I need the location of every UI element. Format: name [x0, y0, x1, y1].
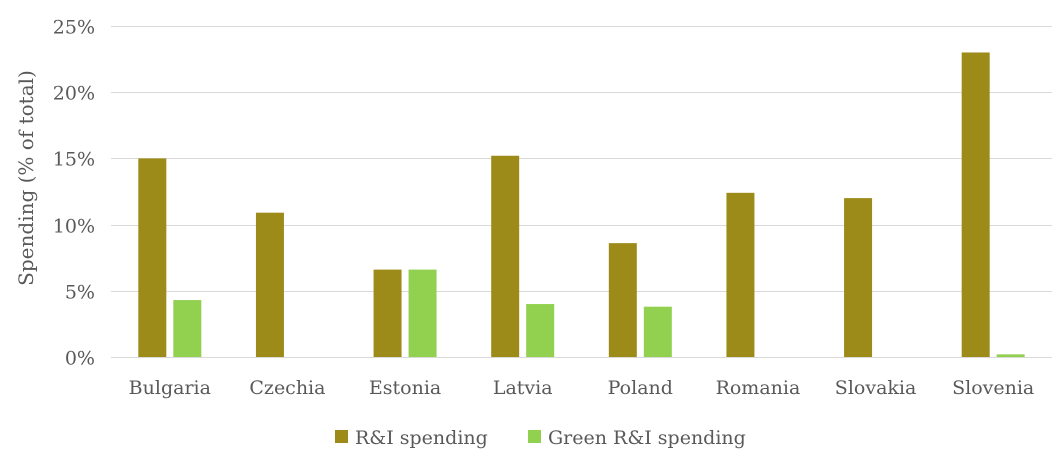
bar-ri-spending-poland [608, 243, 637, 357]
x-tick-label: Slovenia [952, 377, 1034, 399]
bar-ri-spending-bulgaria [138, 158, 167, 357]
bar-ri-spending-slovakia [844, 198, 873, 357]
legend-label: R&I spending [355, 427, 488, 449]
y-axis-title: Spending (% of total) [14, 70, 38, 286]
x-tick-label: Bulgaria [129, 377, 211, 399]
y-tick-label: 20% [53, 83, 95, 105]
x-tick-label: Estonia [369, 377, 441, 399]
legend: R&I spending Green R&I spending [335, 427, 746, 449]
x-tick-label: Poland [608, 377, 673, 399]
y-tick-label: 10% [53, 216, 95, 238]
x-tick-label: Slovakia [835, 377, 917, 399]
bar-green-ri-spending-bulgaria [173, 300, 202, 357]
bar-ri-spending-latvia [491, 155, 520, 357]
legend-swatch [335, 430, 348, 443]
bar-ri-spending-romania [726, 192, 755, 357]
y-tick-label: 25% [53, 17, 95, 39]
y-tick-label: 0% [65, 348, 95, 370]
x-tick-label: Romania [716, 377, 801, 399]
legend-label: Green R&I spending [548, 427, 746, 449]
bar-green-ri-spending-latvia [526, 304, 555, 357]
gridlines [111, 26, 1052, 358]
legend-swatch [528, 430, 541, 443]
bar-ri-spending-czechia [255, 212, 284, 357]
y-tick-label: 15% [53, 149, 95, 171]
bar-ri-spending-slovenia [961, 52, 990, 357]
bars [138, 52, 1025, 357]
y-tick-label: 5% [65, 282, 95, 304]
bar-ri-spending-estonia [373, 269, 402, 357]
x-tick-label: Czechia [249, 377, 325, 399]
bar-green-ri-spending-slovenia [996, 354, 1025, 357]
bar-green-ri-spending-poland [643, 306, 672, 357]
axes: Spending (% of total) 0% 5% 10% 15% 20% 25% Bu… [14, 17, 1034, 400]
x-tick-label: Latvia [493, 377, 553, 399]
bar-green-ri-spending-estonia [408, 269, 437, 357]
